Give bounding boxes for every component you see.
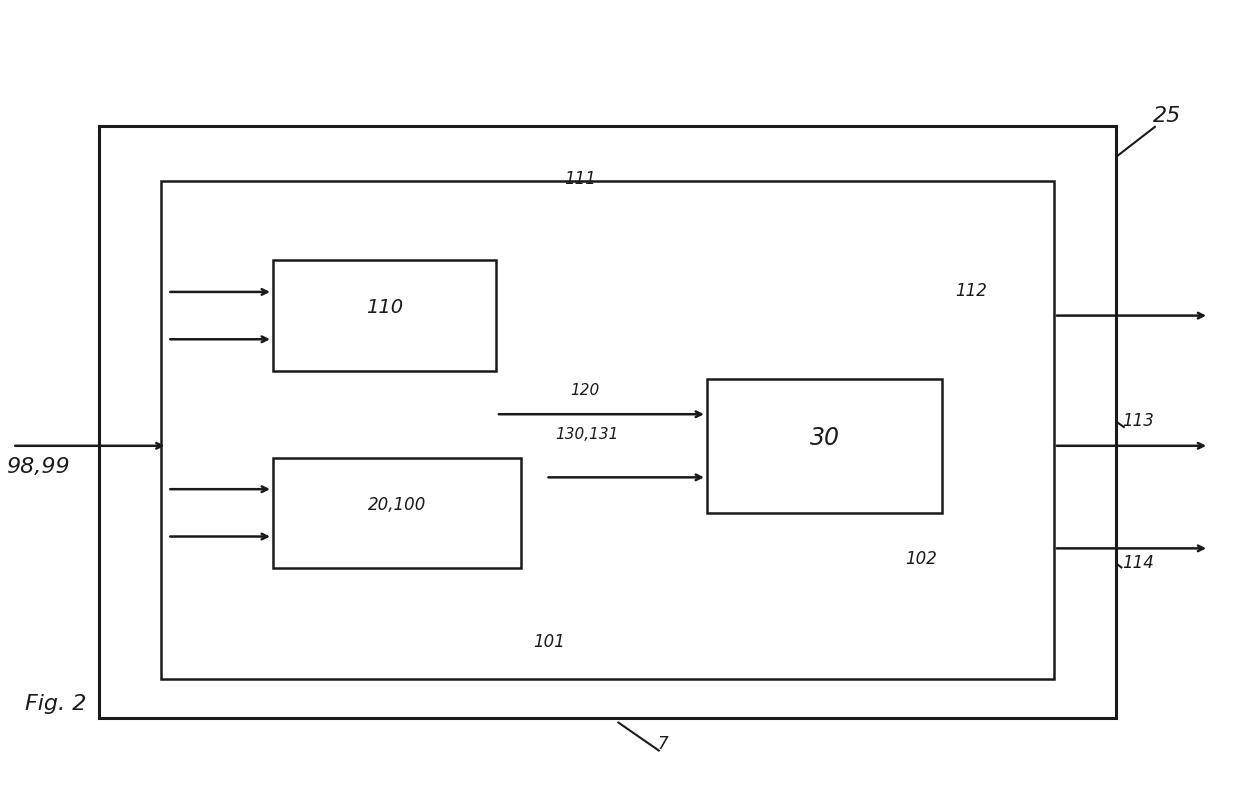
Text: 130,131: 130,131 xyxy=(556,427,619,442)
Text: 98,99: 98,99 xyxy=(6,458,69,477)
Text: 25: 25 xyxy=(1153,107,1182,126)
Text: Fig. 2: Fig. 2 xyxy=(25,694,86,714)
Bar xyxy=(707,379,942,513)
Text: 112: 112 xyxy=(955,282,987,300)
Text: 101: 101 xyxy=(533,633,565,651)
Text: 102: 102 xyxy=(905,550,937,568)
Text: 114: 114 xyxy=(1122,554,1154,572)
Text: 111: 111 xyxy=(564,170,596,188)
Text: 110: 110 xyxy=(366,298,403,317)
Text: 120: 120 xyxy=(570,383,600,398)
Bar xyxy=(161,181,1054,679)
Text: 7: 7 xyxy=(657,735,668,753)
Text: 20,100: 20,100 xyxy=(367,496,427,514)
Text: 30: 30 xyxy=(810,426,839,450)
Bar xyxy=(273,260,496,371)
Bar xyxy=(99,126,1116,718)
Text: 113: 113 xyxy=(1122,412,1154,430)
Bar xyxy=(273,458,521,568)
